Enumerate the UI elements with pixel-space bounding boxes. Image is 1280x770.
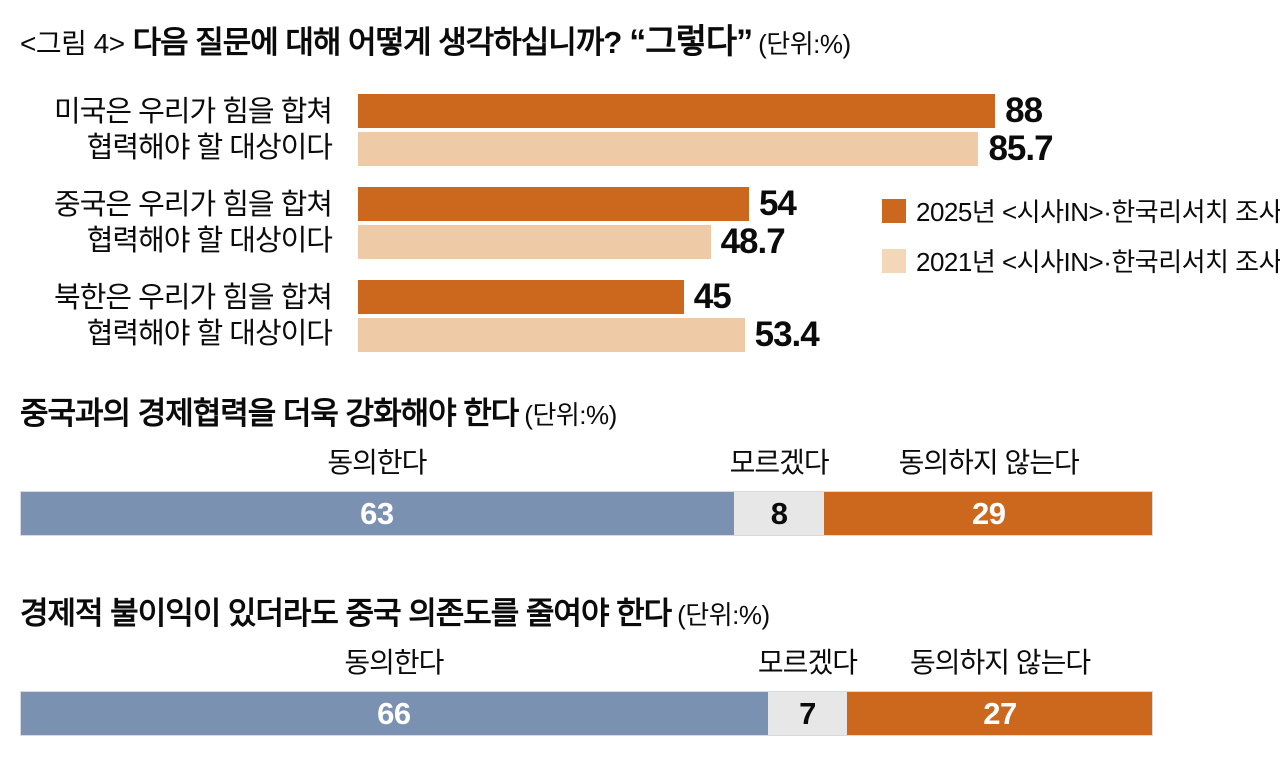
- stacked-chart-econ-cooperation: 중국과의 경제협력을 더욱 강화해야 한다 (단위:%) 동의한다 모르겠다 동의…: [20, 392, 1153, 536]
- stacked-chart-reduce-dependence: 경제적 불이익이 있더라도 중국 의존도를 줄여야 한다 (단위:%) 동의한다 …: [20, 592, 1153, 736]
- bar-value-usa-2021: 85.7: [988, 129, 1053, 168]
- bar-nkorea-2025: [358, 280, 684, 314]
- bar-usa-2025: [358, 94, 996, 128]
- segment-label-text: 동의하지 않는다: [909, 647, 1091, 678]
- segment-agree: 63: [20, 491, 734, 536]
- bar-row-2021: 53.4: [358, 315, 1082, 354]
- category-label-usa: 미국은 우리가 힘을 합쳐 협력해야 할 대상이다: [20, 94, 358, 166]
- section-title: 경제적 불이익이 있더라도 중국 의존도를 줄여야 한다 (단위:%): [20, 592, 1153, 637]
- section-title: 중국과의 경제협력을 더욱 강화해야 한다 (단위:%): [20, 392, 1153, 437]
- category-label-line2: 협력해야 할 대상이다: [86, 132, 333, 164]
- segment-labels-row: 동의한다 모르겠다 동의하지 않는다: [20, 445, 1153, 481]
- segment-agree: 66: [20, 691, 768, 736]
- bar-row-2021: 48.7: [358, 222, 1082, 261]
- bar-group-nkorea: 북한은 우리가 힘을 합쳐 협력해야 할 대상이다 45 53.4: [20, 277, 1260, 354]
- category-label-line1: 북한은 우리가 힘을 합쳐: [54, 282, 333, 314]
- figure-title-quote: “그렇다”: [629, 23, 753, 61]
- segment-label-disagree: 동의하지 않는다: [847, 645, 1153, 681]
- stacked-bar: 63 8 29: [20, 491, 1153, 536]
- grouped-bar-chart: 미국은 우리가 힘을 합쳐 협력해야 할 대상이다 88 85.7 중국은 우리…: [20, 91, 1280, 373]
- segment-unsure: 8: [733, 491, 825, 536]
- figure-unit-label: (단위:%): [758, 29, 851, 59]
- figure-title-text: 다음 질문에 대해 어떻게 생각하십니까?: [132, 25, 623, 60]
- segment-label-unsure: 모르겠다: [730, 445, 830, 481]
- category-label-line2: 협력해야 할 대상이다: [86, 225, 333, 257]
- section-unit-label: (단위:%): [524, 400, 617, 430]
- segment-label-disagree: 동의하지 않는다: [824, 445, 1153, 481]
- bar-china-2021: [358, 225, 711, 259]
- legend-item-2021: 2021년 <시사IN>·한국리서치 조사: [882, 242, 1280, 279]
- bar-value-china-2021: 48.7: [720, 222, 786, 261]
- category-label-nkorea: 북한은 우리가 힘을 합쳐 협력해야 할 대상이다: [20, 280, 358, 352]
- figure-number: <그림 4>: [20, 28, 125, 59]
- bar-row-2025: 54: [358, 184, 1082, 223]
- section-title-text: 중국과의 경제협력을 더욱 강화해야 한다: [20, 396, 519, 431]
- bar-group-usa: 미국은 우리가 힘을 합쳐 협력해야 할 대상이다 88 85.7: [20, 91, 1260, 168]
- section-unit-label: (단위:%): [677, 600, 770, 630]
- figure-title: <그림 4> 다음 질문에 대해 어떻게 생각하십니까? “그렇다” (단위:%): [20, 14, 851, 63]
- segment-label-text: 모르겠다: [757, 647, 858, 678]
- segment-label-agree: 동의한다: [20, 445, 734, 481]
- segment-disagree: 27: [847, 691, 1153, 736]
- bar-group-china: 중국은 우리가 힘을 합쳐 협력해야 할 대상이다 54 48.7: [20, 184, 1260, 261]
- segment-label-text: 동의한다: [344, 647, 444, 678]
- category-label-line2: 협력해야 할 대상이다: [86, 318, 333, 350]
- chart-legend: 2025년 <시사IN>·한국리서치 조사 2021년 <시사IN>·한국리서치…: [882, 192, 1280, 279]
- segment-unsure: 7: [767, 691, 848, 736]
- bar-nkorea-2021: [358, 318, 745, 352]
- legend-swatch-2025: [882, 198, 906, 223]
- bar-track-nkorea: 45 53.4: [358, 277, 1082, 354]
- segment-label-text: 동의하지 않는다: [898, 447, 1080, 478]
- segment-disagree: 29: [824, 491, 1153, 536]
- bar-value-nkorea-2021: 53.4: [754, 315, 820, 354]
- segment-label-text: 동의한다: [327, 447, 427, 478]
- segment-labels-row: 동의한다 모르겠다 동의하지 않는다: [20, 645, 1153, 681]
- segment-label-text: 모르겠다: [729, 447, 830, 478]
- bar-value-china-2025: 54: [758, 184, 797, 223]
- bar-row-2025: 45: [358, 277, 1082, 316]
- legend-swatch-2021: [882, 248, 906, 273]
- legend-label-2025: 2025년 <시사IN>·한국리서치 조사: [916, 197, 1280, 227]
- segment-label-unsure: 모르겠다: [758, 645, 858, 681]
- category-label-china: 중국은 우리가 힘을 합쳐 협력해야 할 대상이다: [20, 187, 358, 259]
- stacked-bar: 66 7 27: [20, 691, 1153, 736]
- bar-track-usa: 88 85.7: [358, 91, 1082, 168]
- legend-label-2021: 2021년 <시사IN>·한국리서치 조사: [916, 247, 1280, 277]
- bar-row-2021: 85.7: [358, 129, 1082, 168]
- legend-item-2025: 2025년 <시사IN>·한국리서치 조사: [882, 192, 1280, 229]
- bar-track-china: 54 48.7: [358, 184, 1082, 261]
- segment-label-agree: 동의한다: [20, 645, 768, 681]
- bar-value-nkorea-2025: 45: [693, 277, 732, 316]
- category-label-line1: 중국은 우리가 힘을 합쳐: [54, 189, 333, 221]
- bar-usa-2021: [358, 132, 979, 166]
- bar-row-2025: 88: [358, 91, 1082, 130]
- bar-china-2025: [358, 187, 749, 221]
- section-title-text: 경제적 불이익이 있더라도 중국 의존도를 줄여야 한다: [20, 596, 672, 631]
- category-label-line1: 미국은 우리가 힘을 합쳐: [54, 96, 333, 128]
- bar-value-usa-2025: 88: [1005, 91, 1043, 130]
